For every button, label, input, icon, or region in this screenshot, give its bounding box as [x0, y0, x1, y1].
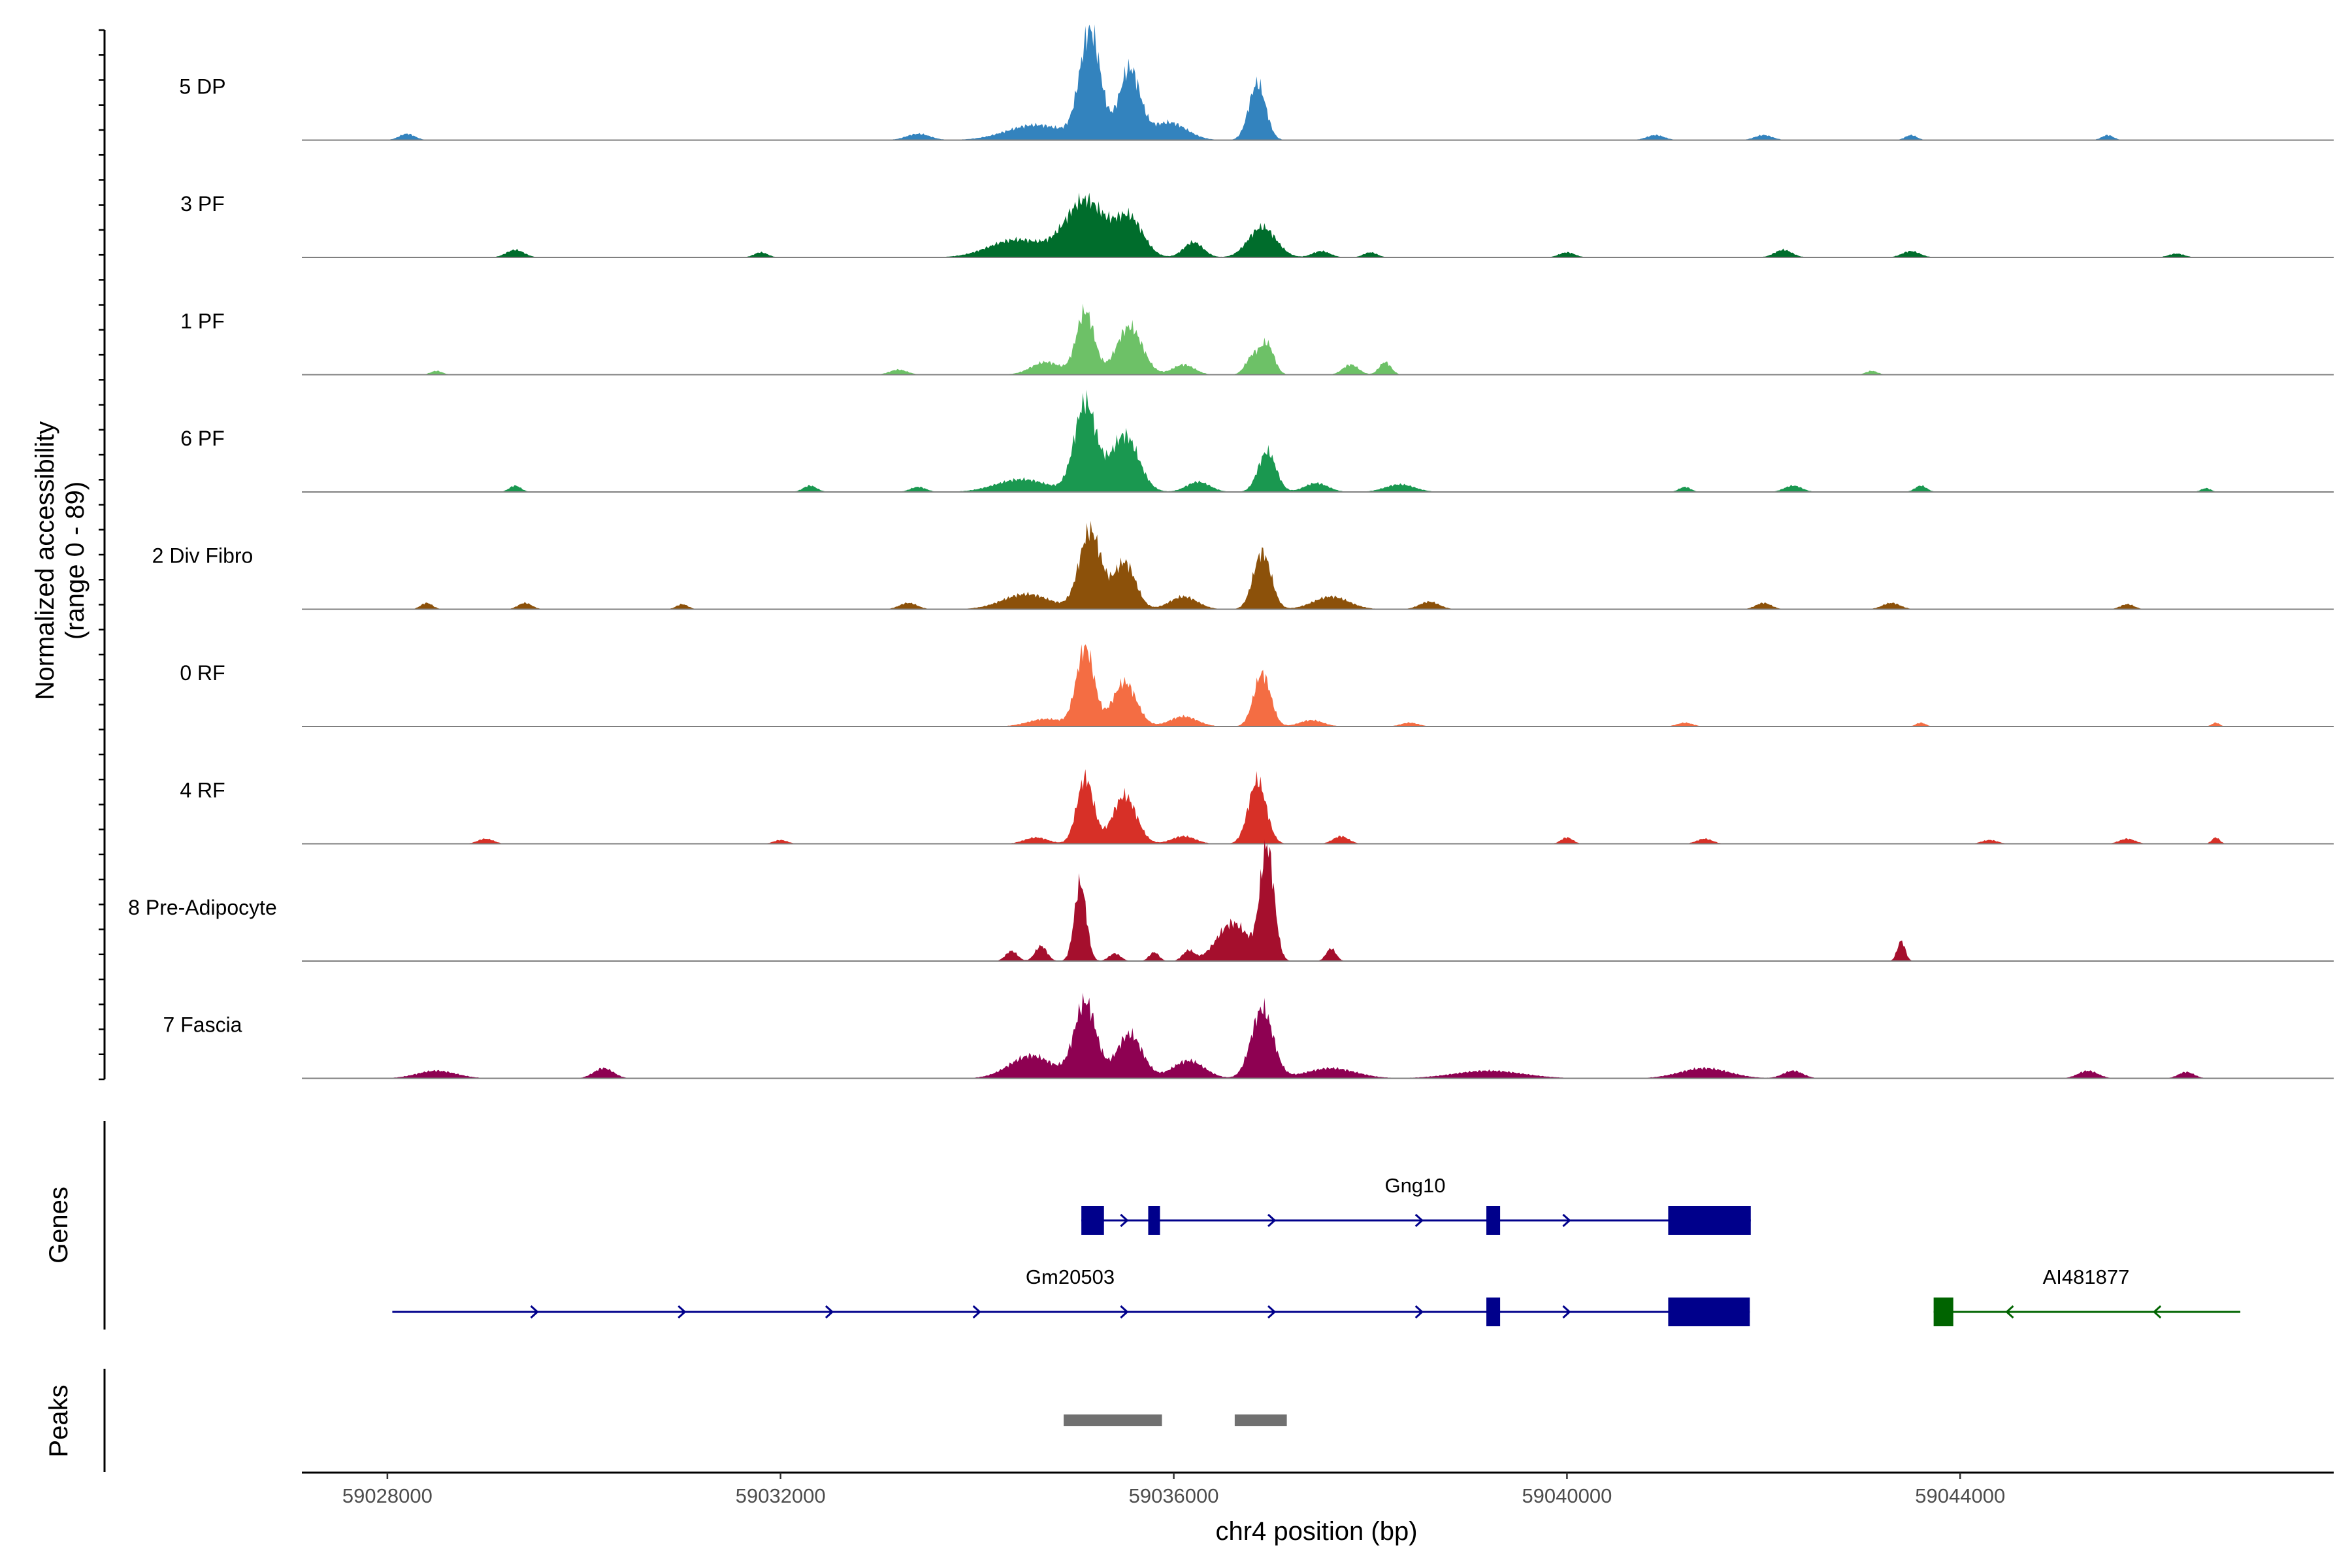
exon	[1668, 1206, 1751, 1235]
exon	[1668, 1298, 1750, 1326]
gene-ai481877: AI481877	[1933, 1266, 2241, 1326]
track-8-pre-adipocyte: 8 Pre-Adipocyte	[128, 840, 2334, 962]
exon	[1148, 1206, 1160, 1235]
y-axis-title: Normalized accessibility	[31, 421, 59, 700]
coverage-area	[382, 644, 2251, 727]
strand-chevron	[2152, 1305, 2162, 1319]
x-tick-label: 59028000	[342, 1484, 433, 1507]
exon	[1081, 1206, 1104, 1235]
strand-chevron	[1120, 1305, 1129, 1319]
track-3-pf: 3 PF	[180, 192, 2334, 258]
strand-chevron	[1120, 1213, 1129, 1228]
exon	[1486, 1298, 1501, 1326]
strand-chevron	[678, 1305, 687, 1319]
coverage-area	[382, 521, 2251, 610]
strand-chevron	[1414, 1305, 1424, 1319]
track-0-rf: 0 RF	[180, 644, 2334, 727]
genes-track-label: Genes	[44, 1186, 73, 1264]
strand-chevron	[1414, 1213, 1424, 1228]
track-6-pf: 6 PF	[180, 389, 2334, 493]
coverage-tracks: 5 DP 3 PF 1 PF 6 PF 2 Div Fibro 0 RF 4 RF 8 Pre…	[128, 24, 2334, 1079]
x-axis-title: chr4 position (bp)	[1215, 1517, 1417, 1546]
coverage-area	[382, 840, 2251, 961]
strand-chevron	[972, 1305, 981, 1319]
track-7-fascia: 7 Fascia	[163, 992, 2334, 1079]
strand-chevron	[1562, 1213, 1571, 1228]
track-label: 4 RF	[180, 779, 225, 802]
x-tick-label: 59044000	[1915, 1484, 2005, 1507]
track-label: 7 Fascia	[163, 1013, 242, 1037]
coverage-area	[382, 24, 2251, 140]
track-label: 5 DP	[179, 75, 225, 99]
coverage-area	[382, 769, 2251, 844]
track-5-dp: 5 DP	[179, 24, 2334, 141]
strand-chevron	[1267, 1213, 1277, 1228]
gene-gng10: Gng10	[1081, 1174, 1751, 1235]
track-4-rf: 4 RF	[180, 769, 2334, 845]
x-axis: 59028000 59032000 59036000 59040000 59044000	[302, 1471, 2334, 1507]
strand-chevron	[825, 1305, 834, 1319]
y-axis-subtitle: (range 0 - 89)	[61, 482, 90, 640]
track-label: 6 PF	[180, 427, 225, 450]
coverage-area	[382, 303, 2251, 375]
gene-gm20503: Gm20503	[392, 1266, 1750, 1326]
strand-chevron	[2005, 1305, 2014, 1319]
exon	[1933, 1298, 1953, 1326]
track-label: 1 PF	[180, 310, 225, 333]
strand-chevron	[1562, 1305, 1571, 1319]
x-tick-label: 59036000	[1129, 1484, 1219, 1507]
gene-label: AI481877	[2043, 1266, 2130, 1288]
strand-chevron	[530, 1305, 539, 1319]
track-label: 2 Div Fibro	[152, 544, 253, 568]
peaks-track-label: Peaks	[44, 1384, 73, 1457]
gene-track: Gng10 Gm20503 AI481877	[392, 1174, 2241, 1326]
gene-label: Gm20503	[1026, 1266, 1115, 1288]
peak-region	[1064, 1414, 1162, 1426]
coverage-area	[382, 192, 2251, 257]
track-2-div-fibro: 2 Div Fibro	[152, 521, 2334, 610]
track-label: 0 RF	[180, 661, 225, 685]
coverage-area	[382, 992, 2251, 1079]
x-tick-label: 59032000	[736, 1484, 826, 1507]
track-label: 3 PF	[180, 192, 225, 216]
track-label: 8 Pre-Adipocyte	[128, 896, 277, 919]
track-1-pf: 1 PF	[180, 303, 2334, 376]
exon	[1486, 1206, 1501, 1235]
left-axes	[99, 29, 106, 1472]
strand-chevron	[1267, 1305, 1277, 1319]
peak-region	[1234, 1414, 1287, 1426]
peak-track	[1064, 1414, 1287, 1426]
x-tick-label: 59040000	[1522, 1484, 1612, 1507]
gene-label: Gng10	[1384, 1174, 1445, 1197]
coverage-area	[382, 389, 2251, 492]
